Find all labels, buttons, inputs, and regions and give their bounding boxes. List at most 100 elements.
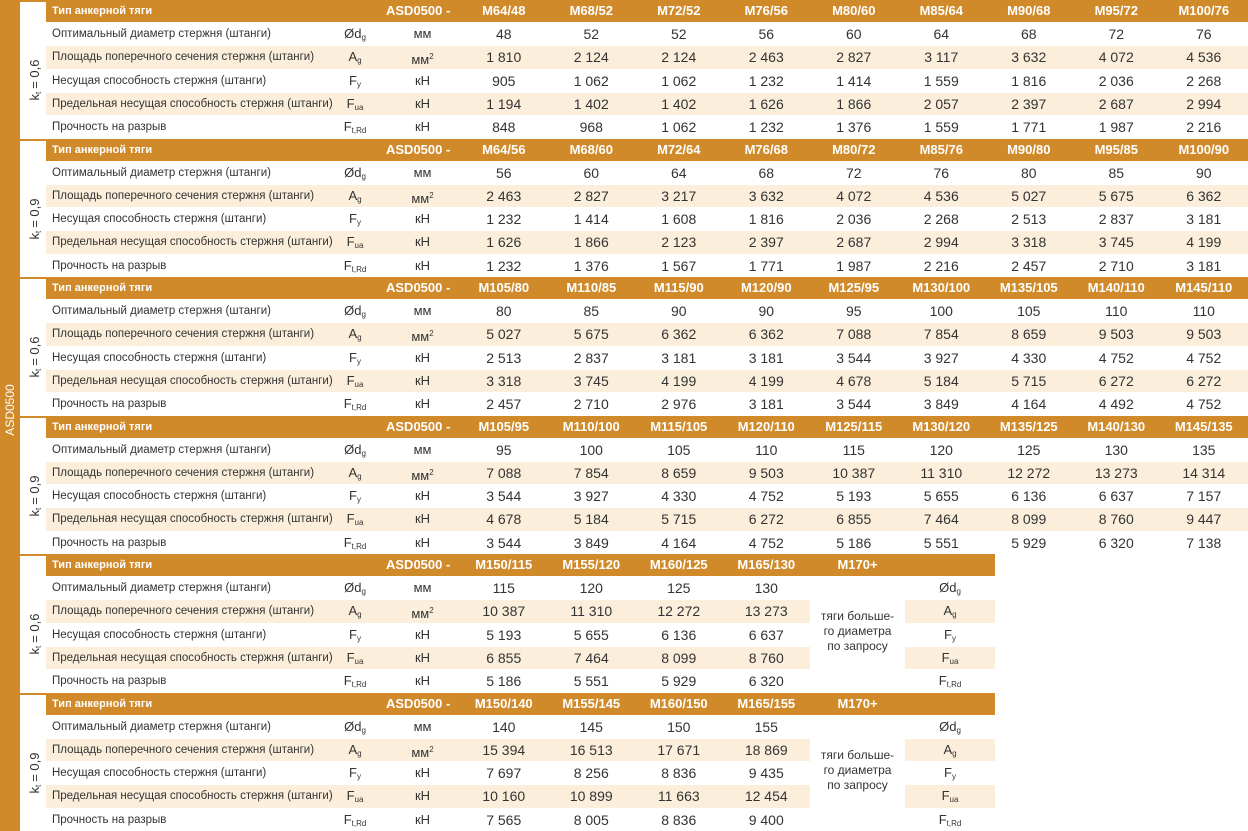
value-cell: 9 503 bbox=[748, 464, 784, 481]
k-value: = 0,9 bbox=[27, 198, 42, 228]
column-header: M145/135 bbox=[1174, 418, 1233, 434]
k-symbol: k bbox=[27, 94, 42, 101]
symbol: F bbox=[346, 649, 355, 665]
symbol: F bbox=[343, 396, 352, 412]
value-cell: 8 760 bbox=[1098, 511, 1134, 528]
value-cell: 2 457 bbox=[1011, 257, 1047, 274]
unit: мм bbox=[411, 52, 430, 68]
symbol: F bbox=[349, 72, 357, 88]
value-cell: 4 536 bbox=[1186, 49, 1222, 66]
row-unit: кН bbox=[385, 809, 460, 831]
value-cell: 6 272 bbox=[748, 511, 784, 528]
value-cell: 6 637 bbox=[1098, 488, 1134, 505]
value-cell: 145 bbox=[579, 718, 603, 735]
k-symbol: k bbox=[27, 648, 42, 655]
value-cell: 12 454 bbox=[744, 788, 788, 805]
value-cell: 130 bbox=[754, 580, 778, 596]
row-label: Прочность на разрыв bbox=[52, 813, 167, 826]
note-line: по запросу bbox=[827, 639, 888, 654]
symbol-sub: y bbox=[356, 218, 361, 228]
value-cell: 64 bbox=[933, 26, 950, 42]
symbol: A bbox=[348, 741, 358, 757]
header-label: Тип анкерной тяги bbox=[52, 5, 153, 17]
symbol: A bbox=[348, 187, 358, 203]
value-cell: 905 bbox=[492, 72, 516, 89]
value-cell: 1 866 bbox=[836, 95, 872, 112]
row-bg bbox=[46, 346, 1248, 369]
value-cell: 2 397 bbox=[1011, 95, 1047, 112]
row-symbol: Fua bbox=[325, 231, 385, 253]
value-cell: 125 bbox=[1017, 441, 1041, 458]
symbol-sub: y bbox=[951, 633, 956, 643]
k-sub: t bbox=[34, 784, 43, 787]
row-symbol: Fy bbox=[905, 762, 995, 784]
row-bg bbox=[46, 762, 810, 785]
value-cell: 3 745 bbox=[1098, 234, 1134, 251]
row-label: Предельная несущая способность стержня (… bbox=[52, 236, 333, 249]
value-cell: 155 bbox=[754, 718, 778, 735]
row-symbol: Ødg bbox=[325, 162, 385, 184]
row-unit: кН bbox=[385, 670, 460, 692]
value-cell: 5 929 bbox=[1011, 534, 1047, 551]
symbol: Ød bbox=[939, 580, 957, 595]
value-cell: 60 bbox=[583, 164, 600, 181]
row-bg bbox=[46, 715, 810, 738]
value-cell: 6 136 bbox=[661, 626, 697, 643]
value-cell: 8 099 bbox=[1011, 511, 1047, 528]
value-cell: 6 320 bbox=[748, 673, 784, 690]
column-header: M100/76 bbox=[1178, 3, 1230, 18]
value-cell: 3 927 bbox=[573, 488, 609, 505]
symbol-sub: g bbox=[361, 33, 366, 42]
header-row bbox=[46, 0, 1248, 22]
value-cell: 9 503 bbox=[1098, 326, 1134, 343]
symbol-sub: g bbox=[361, 448, 366, 458]
header-series: ASD0500 - bbox=[386, 557, 451, 572]
column-header: M135/105 bbox=[999, 280, 1058, 295]
column-header: M145/110 bbox=[1175, 280, 1233, 295]
row-symbol: Ag bbox=[325, 600, 385, 622]
row-symbol: Fua bbox=[325, 93, 385, 115]
row-label: Прочность на разрыв bbox=[52, 398, 167, 411]
note-line: го диаметра bbox=[823, 762, 892, 777]
symbol-sub: g bbox=[361, 725, 366, 735]
symbol-sub: ua bbox=[354, 518, 364, 528]
value-cell: 3 318 bbox=[1011, 234, 1047, 251]
value-cell: 6 272 bbox=[1186, 372, 1222, 389]
row-symbol: Ag bbox=[325, 323, 385, 345]
value-cell: 4 536 bbox=[923, 187, 959, 204]
symbol-sub: g bbox=[361, 310, 366, 319]
column-header: M76/68 bbox=[744, 141, 788, 157]
value-cell: 2 827 bbox=[836, 49, 872, 66]
header-label: Тип анкерной тяги bbox=[52, 559, 153, 571]
symbol-sub: y bbox=[356, 772, 361, 782]
value-cell: 6 320 bbox=[1098, 534, 1134, 551]
value-cell: 10 899 bbox=[569, 788, 613, 805]
header-series: ASD0500 - bbox=[386, 141, 451, 157]
value-cell: 17 671 bbox=[657, 741, 701, 758]
value-cell: 8 099 bbox=[661, 649, 697, 666]
note-line: по запросу bbox=[827, 777, 888, 792]
row-bg bbox=[905, 785, 995, 808]
value-cell: 1 414 bbox=[836, 72, 872, 89]
k-symbol: k bbox=[27, 509, 42, 517]
value-cell: 7 157 bbox=[1186, 488, 1222, 505]
value-cell: 3 632 bbox=[1011, 49, 1047, 66]
symbol-sub: y bbox=[356, 495, 361, 505]
row-unit: мм bbox=[385, 300, 460, 322]
value-cell: 4 492 bbox=[1098, 396, 1134, 413]
value-cell: 12 272 bbox=[657, 603, 701, 620]
value-cell: 1 232 bbox=[748, 119, 784, 136]
value-cell: 8 836 bbox=[661, 765, 697, 782]
symbol-sub: g bbox=[357, 333, 362, 343]
row-label: Несущая способность стержня (штанги) bbox=[52, 351, 267, 364]
value-cell: 11 663 bbox=[657, 788, 700, 805]
value-cell: 18 869 bbox=[744, 741, 788, 758]
column-header: M68/52 bbox=[569, 3, 613, 18]
block-divider bbox=[20, 554, 46, 556]
row-symbol: Ag bbox=[905, 739, 995, 761]
column-header: M125/95 bbox=[828, 280, 880, 295]
row-bg bbox=[905, 808, 995, 831]
row-bg bbox=[46, 300, 1248, 323]
header-label: Тип анкерной тяги bbox=[52, 282, 153, 294]
symbol: A bbox=[943, 603, 953, 619]
